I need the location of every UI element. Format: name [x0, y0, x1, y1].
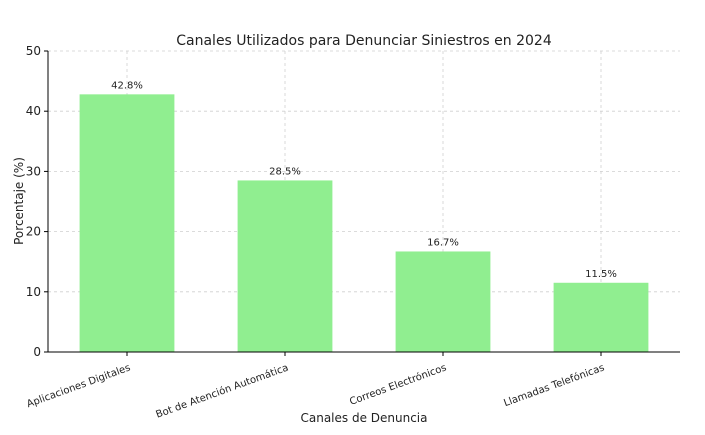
- bar-value-label: 16.7%: [427, 237, 459, 248]
- y-tick-label: 40: [26, 104, 41, 118]
- bar-value-label: 11.5%: [585, 269, 617, 280]
- x-tick-label: Aplicaciones Digitales: [25, 362, 132, 410]
- bar-value-label: 42.8%: [111, 80, 143, 91]
- x-tick-label: Correos Electrónicos: [348, 362, 448, 408]
- y-tick-label: 0: [33, 345, 41, 359]
- y-tick-label: 20: [26, 225, 41, 239]
- x-tick-label: Bot de Atención Automática: [154, 362, 290, 421]
- axes-layer: [44, 50, 680, 356]
- bar: [395, 251, 491, 352]
- bar: [237, 180, 333, 352]
- y-tick-label: 50: [26, 44, 41, 58]
- bar: [553, 282, 649, 352]
- x-tick-label: Llamadas Telefónicas: [502, 362, 606, 410]
- x-axis-label: Canales de Denuncia: [300, 411, 427, 425]
- y-tick-label: 10: [26, 285, 41, 299]
- chart-title: Canales Utilizados para Denunciar Sinies…: [176, 33, 552, 49]
- y-axis-label: Porcentaje (%): [12, 157, 26, 245]
- bars-layer: [79, 94, 649, 353]
- bar: [79, 94, 175, 353]
- bar-value-label: 28.5%: [269, 166, 301, 177]
- y-tick-label: 30: [26, 164, 41, 178]
